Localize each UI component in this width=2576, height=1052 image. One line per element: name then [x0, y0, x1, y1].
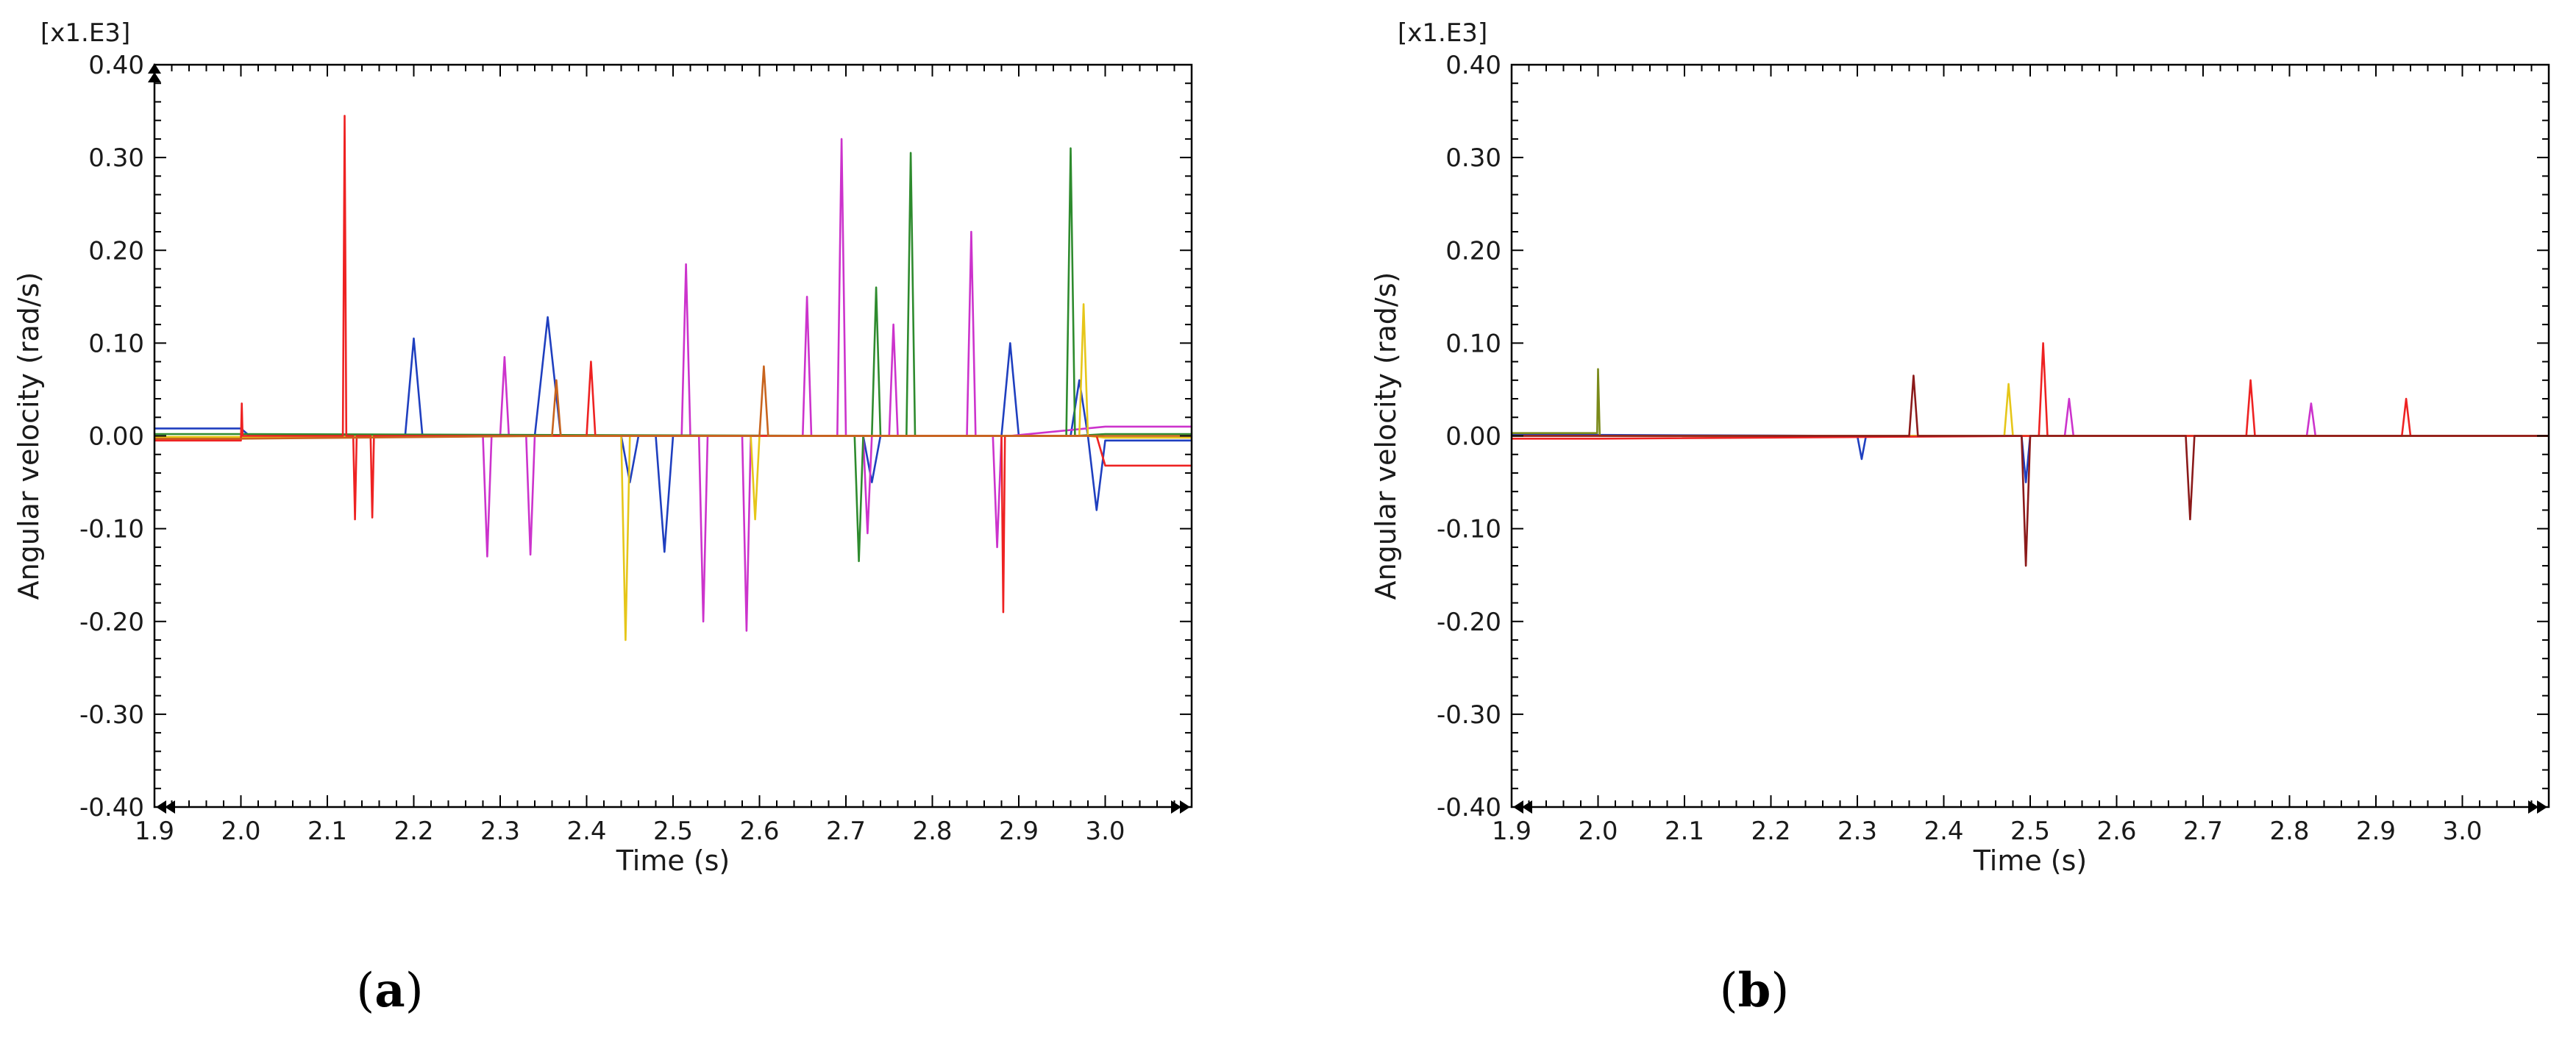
chart-panel-a: -0.40 -0.30 -0.20 -0.10 0.00 0.10 0.20 0.30 0.40… — [13, 18, 1193, 1018]
x-tick-label: 2.1 — [1665, 817, 1704, 846]
panel-label: (a) — [356, 963, 423, 1018]
panel-paren: ) — [1771, 964, 1789, 1018]
y-tick-label: -0.10 — [1437, 515, 1501, 544]
x-tick-label: 2.5 — [653, 817, 693, 846]
y-tick-label: 0.30 — [88, 143, 144, 173]
y-tick-label: 0.40 — [88, 51, 144, 80]
y-tick-label: -0.10 — [79, 515, 144, 544]
panel-letter: b — [1738, 963, 1771, 1018]
x-scroll-right-icon — [2528, 800, 2547, 814]
series-line-4 — [1512, 383, 2549, 437]
x-tick-label: 2.9 — [999, 817, 1039, 846]
series-line-4 — [154, 303, 1192, 641]
series-group — [1512, 342, 2549, 567]
axis-multiplier-label: [x1.E3] — [1398, 18, 1487, 48]
panel-label: (b) — [1720, 963, 1790, 1018]
x-axis-title: Time (s) — [1973, 845, 2088, 877]
x-tick-label: 2.2 — [394, 817, 433, 846]
series-line-2 — [154, 138, 1192, 632]
y-tick-label: -0.20 — [79, 608, 144, 637]
x-scroll-left-icon — [156, 800, 175, 814]
panel-paren: ( — [356, 964, 374, 1018]
y-tick-label: -0.20 — [1437, 608, 1501, 637]
y-tick-label: 0.20 — [88, 236, 144, 266]
y-scroll-up-icon — [148, 63, 161, 82]
x-tick-label: 2.7 — [2183, 817, 2223, 846]
series-line-3 — [1512, 368, 2549, 437]
series-line-2 — [1512, 397, 2549, 437]
y-tick-label: 0.00 — [88, 422, 144, 452]
x-tick-label: 2.1 — [307, 817, 347, 846]
y-tick-label: -0.30 — [1437, 700, 1501, 730]
x-tick-label: 2.0 — [221, 817, 260, 846]
x-scroll-right-icon — [1171, 800, 1190, 814]
axis-multiplier-label: [x1.E3] — [40, 18, 130, 48]
series-line-6 — [1512, 374, 2549, 567]
y-tick-label: -0.40 — [79, 793, 144, 822]
x-tick-label: 2.3 — [480, 817, 520, 846]
x-tick-label: 2.7 — [826, 817, 866, 846]
x-tick-label: 3.0 — [1085, 817, 1125, 846]
x-tick-label: 2.4 — [566, 817, 606, 846]
y-tick-label: 0.10 — [1445, 329, 1501, 358]
x-tick-label: 2.5 — [2010, 817, 2050, 846]
y-tick-label: -0.30 — [79, 700, 144, 730]
panel-paren: ) — [405, 964, 424, 1018]
x-tick-label: 1.9 — [135, 817, 174, 846]
x-tick-label: 2.6 — [739, 817, 779, 846]
x-scroll-left-icon — [1513, 800, 1532, 814]
y-tick-label: 0.00 — [1445, 422, 1501, 452]
y-tick-label: -0.40 — [1437, 793, 1501, 822]
x-tick-label: 2.9 — [2356, 817, 2396, 846]
x-tick-label: 2.8 — [2269, 817, 2309, 846]
x-tick-label: 3.0 — [2442, 817, 2482, 846]
series-line-5 — [1512, 342, 2549, 440]
x-tick-label: 1.9 — [1492, 817, 1531, 846]
y-axis-title: Angular velocity (rad/s) — [13, 272, 45, 600]
chart-panel-b: -0.40 -0.30 -0.20 -0.10 0.00 0.10 0.20 0.30 0.40… — [1370, 18, 2550, 1018]
x-tick-label: 2.8 — [912, 817, 952, 846]
y-tick-label: 0.40 — [1445, 51, 1501, 80]
series-line-6 — [154, 365, 1192, 440]
y-tick-label: 0.20 — [1445, 236, 1501, 266]
x-tick-label: 2.3 — [1837, 817, 1877, 846]
y-axis-title: Angular velocity (rad/s) — [1370, 272, 1402, 600]
series-line-3 — [154, 147, 1192, 563]
series-line-5 — [154, 115, 1192, 614]
x-tick-label: 2.6 — [2096, 817, 2136, 846]
y-tick-label: 0.30 — [1445, 143, 1501, 173]
y-tick-label: 0.10 — [88, 329, 144, 358]
series-line-1 — [154, 316, 1192, 553]
panel-paren: ( — [1720, 964, 1738, 1018]
series-group — [154, 115, 1192, 641]
x-axis-title: Time (s) — [616, 845, 730, 877]
x-tick-label: 2.0 — [1578, 817, 1618, 846]
panel-letter: a — [374, 963, 405, 1018]
x-tick-label: 2.4 — [1924, 817, 1963, 846]
x-tick-label: 2.2 — [1751, 817, 1790, 846]
